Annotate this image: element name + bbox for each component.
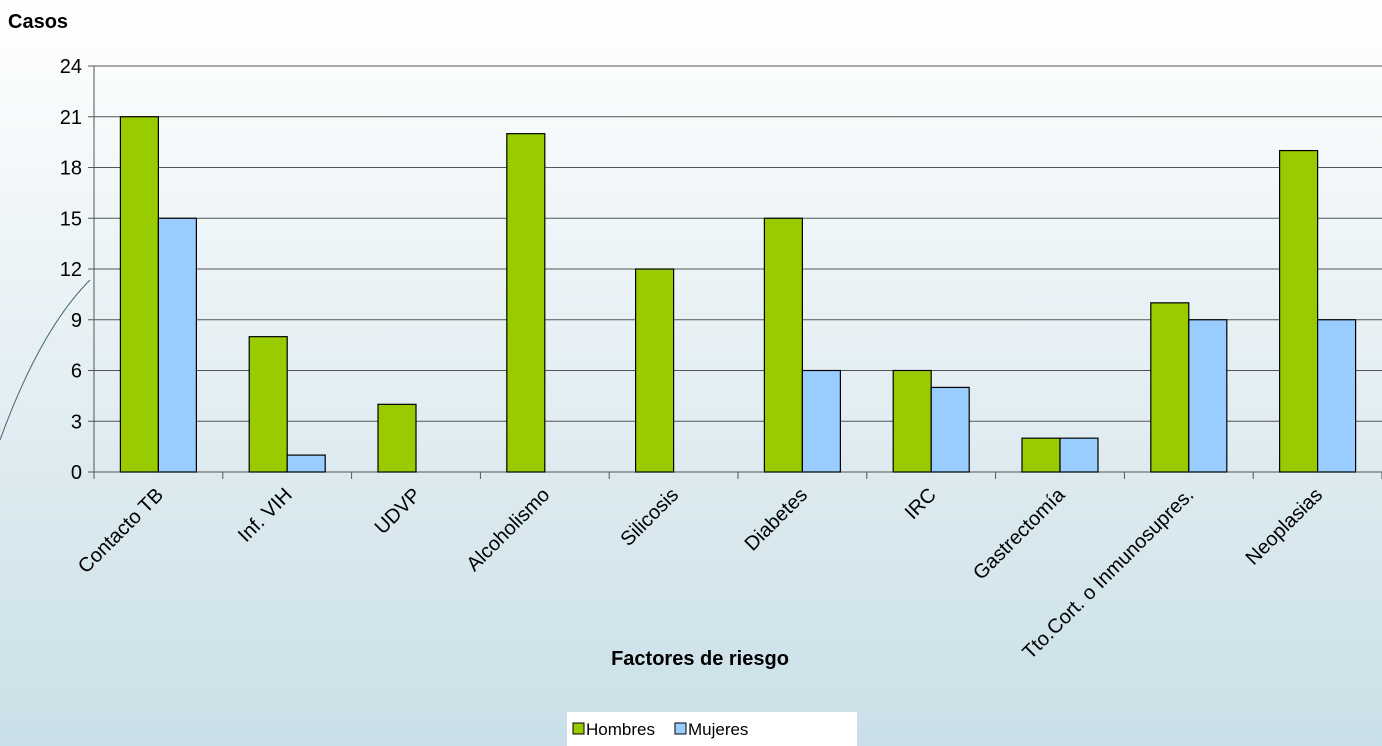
bar <box>1021 437 1061 473</box>
bar <box>1150 302 1190 473</box>
bar <box>634 268 675 473</box>
bar <box>506 133 546 473</box>
legend-label: Mujeres <box>688 720 748 739</box>
x-axis-title: Factores de riesgo <box>611 648 789 670</box>
legend-label: Hombres <box>586 720 655 739</box>
bar <box>286 454 326 473</box>
bar <box>248 336 288 473</box>
decoration <box>0 279 91 441</box>
bar <box>801 369 842 473</box>
y-tick-label: 24 <box>60 56 82 78</box>
y-tick-label: 18 <box>60 158 82 180</box>
y-tick-label: 0 <box>71 462 82 484</box>
bar <box>763 217 804 473</box>
bar <box>157 217 197 473</box>
y-tick-label: 15 <box>60 208 82 230</box>
legend <box>567 712 857 746</box>
bar <box>119 116 160 473</box>
bar <box>930 386 970 473</box>
y-tick-label: 3 <box>71 411 82 433</box>
bar <box>1278 149 1319 473</box>
bar <box>1316 319 1357 473</box>
y-tick-label: 21 <box>60 107 82 129</box>
y-tick-label: 9 <box>71 310 82 332</box>
legend-swatch <box>572 722 585 735</box>
y-tick-label: 6 <box>71 361 82 383</box>
bar <box>892 369 932 473</box>
y-tick-label: 12 <box>60 259 82 281</box>
bar <box>1188 319 1228 473</box>
bar <box>1059 437 1099 473</box>
y-axis-title: Casos <box>8 11 68 33</box>
bar <box>377 403 417 473</box>
legend-swatch <box>674 722 687 735</box>
